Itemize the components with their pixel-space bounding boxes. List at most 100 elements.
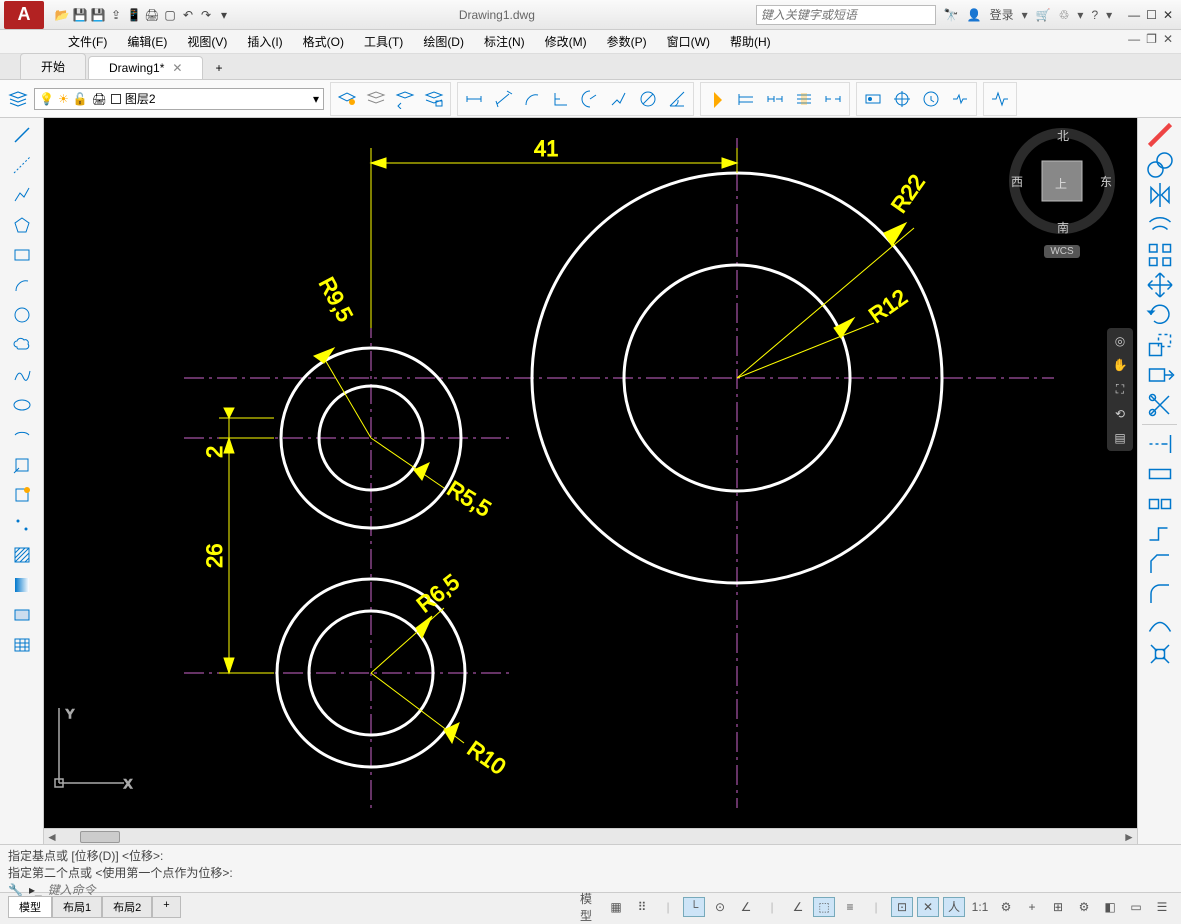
polygon-tool[interactable] — [7, 212, 37, 238]
redo-icon[interactable]: ↷ — [198, 7, 214, 23]
gradient-tool[interactable] — [7, 572, 37, 598]
tab-add-button[interactable]: + — [205, 57, 232, 79]
dim-radius-button[interactable] — [576, 85, 604, 113]
dyn-button[interactable]: 人 — [943, 897, 965, 917]
osnap2-button[interactable]: ⊡ — [891, 897, 913, 917]
pan-icon[interactable]: ✋ — [1113, 358, 1128, 372]
rotate-tool[interactable] — [1145, 302, 1175, 328]
osnap-button[interactable]: ∠ — [787, 897, 809, 917]
revision-cloud-tool[interactable] — [7, 332, 37, 358]
dim-arc-button[interactable] — [518, 85, 546, 113]
login-link[interactable]: 登录 — [990, 6, 1014, 23]
otrack-button[interactable]: ⬚ — [813, 897, 835, 917]
open-icon[interactable]: 📂 — [54, 7, 70, 23]
blend-tool[interactable] — [1145, 611, 1175, 637]
print-icon[interactable]: 🖨 — [144, 7, 160, 23]
fillet-tool[interactable] — [1145, 581, 1175, 607]
customize-icon[interactable]: ☰ — [1151, 897, 1173, 917]
user-icon[interactable]: 👤 — [967, 8, 982, 22]
ortho-button[interactable]: └ — [683, 897, 705, 917]
menu-tools[interactable]: 工具(T) — [356, 31, 411, 52]
zoom-extents-icon[interactable]: ⛶ — [1116, 382, 1124, 397]
layer-match-button[interactable] — [420, 85, 448, 113]
iso-button[interactable]: ∠ — [735, 897, 757, 917]
hatch-tool[interactable] — [7, 542, 37, 568]
spline-tool[interactable] — [7, 362, 37, 388]
dim-space-button[interactable] — [790, 85, 818, 113]
polar-button[interactable]: ⊙ — [709, 897, 731, 917]
doc-close-button[interactable]: ✕ — [1163, 32, 1173, 46]
layout1-tab[interactable]: 布局1 — [52, 896, 102, 918]
export-icon[interactable]: ⇪ — [108, 7, 124, 23]
close-icon[interactable]: ✕ — [172, 61, 182, 75]
make-block-tool[interactable] — [7, 482, 37, 508]
dropdown3-icon[interactable]: ▾ — [1106, 8, 1112, 22]
cart-icon[interactable]: 🛒 — [1036, 8, 1051, 22]
clean-icon[interactable]: ▭ — [1125, 897, 1147, 917]
quick-dim-button[interactable] — [703, 85, 731, 113]
orbit-icon[interactable]: ⟲ — [1115, 407, 1125, 421]
undo-icon[interactable]: ↶ — [180, 7, 196, 23]
model-tab[interactable]: 模型 — [8, 896, 52, 918]
arc-tool[interactable] — [7, 272, 37, 298]
doc-minimize-button[interactable]: — — [1128, 32, 1140, 46]
ellipse-tool[interactable] — [7, 392, 37, 418]
lweight-button[interactable]: ≡ — [839, 897, 861, 917]
dim-continue-button[interactable] — [761, 85, 789, 113]
dim-linear-button[interactable] — [460, 85, 488, 113]
plus-button[interactable]: + — [1021, 897, 1043, 917]
hardware-icon[interactable]: ◧ — [1099, 897, 1121, 917]
region-tool[interactable] — [7, 602, 37, 628]
binoculars-icon[interactable]: 🔭 — [944, 8, 959, 22]
layer-dropdown[interactable]: 💡 ☀ 🔓 🖨 图层2 ▾ — [34, 88, 324, 110]
scroll-thumb[interactable] — [80, 831, 120, 843]
join-tool[interactable] — [1145, 521, 1175, 547]
mirror-tool[interactable] — [1145, 182, 1175, 208]
break-tool[interactable] — [1145, 491, 1175, 517]
gear-icon[interactable]: ⚙ — [995, 897, 1017, 917]
annotate-icon[interactable]: ⊞ — [1047, 897, 1069, 917]
stretch-tool[interactable] — [1145, 362, 1175, 388]
erase-tool[interactable] — [1145, 122, 1175, 148]
dim-baseline-button[interactable] — [732, 85, 760, 113]
tab-drawing1[interactable]: Drawing1*✕ — [88, 56, 203, 79]
tolerance-button[interactable] — [859, 85, 887, 113]
offset-tool[interactable] — [1145, 212, 1175, 238]
share-icon[interactable]: ♲ — [1059, 8, 1070, 22]
dim-break-button[interactable] — [819, 85, 847, 113]
construction-line-tool[interactable] — [7, 152, 37, 178]
close-button[interactable]: ✕ — [1163, 8, 1173, 22]
scroll-left-icon[interactable]: ◄ — [44, 830, 60, 844]
rectangle-tool[interactable] — [7, 242, 37, 268]
command-input[interactable] — [48, 883, 1173, 897]
dim-ordinate-button[interactable] — [547, 85, 575, 113]
layer-iso-button[interactable] — [362, 85, 390, 113]
dim-aligned-button[interactable] — [489, 85, 517, 113]
circle-tool[interactable] — [7, 302, 37, 328]
3dosnap-button[interactable]: ✕ — [917, 897, 939, 917]
menu-file[interactable]: 文件(F) — [60, 31, 115, 52]
trim-tool[interactable] — [1145, 392, 1175, 418]
dim-diameter-button[interactable] — [634, 85, 662, 113]
layer-state-button[interactable] — [333, 85, 361, 113]
wcs-badge[interactable]: WCS — [1044, 245, 1079, 258]
add-layout-tab[interactable]: + — [152, 896, 180, 918]
table-tool[interactable] — [7, 632, 37, 658]
search-input[interactable] — [756, 5, 936, 25]
ellipse-arc-tool[interactable] — [7, 422, 37, 448]
menu-edit[interactable]: 编辑(E) — [119, 31, 175, 52]
point-tool[interactable] — [7, 512, 37, 538]
scale-label[interactable]: 1:1 — [969, 897, 991, 917]
maximize-button[interactable]: ☐ — [1146, 8, 1157, 22]
menu-format[interactable]: 格式(O) — [295, 31, 352, 52]
tab-start[interactable]: 开始 — [20, 53, 86, 79]
layout2-tab[interactable]: 布局2 — [102, 896, 152, 918]
chamfer-tool[interactable] — [1145, 551, 1175, 577]
more-icon[interactable]: ▾ — [216, 7, 232, 23]
pulse-button[interactable] — [986, 85, 1014, 113]
grid-button[interactable]: ▦ — [605, 897, 627, 917]
menu-view[interactable]: 视图(V) — [179, 31, 235, 52]
saveas-icon[interactable]: 💾 — [90, 7, 106, 23]
app-logo[interactable]: A — [4, 1, 44, 29]
scale-tool[interactable] — [1145, 332, 1175, 358]
